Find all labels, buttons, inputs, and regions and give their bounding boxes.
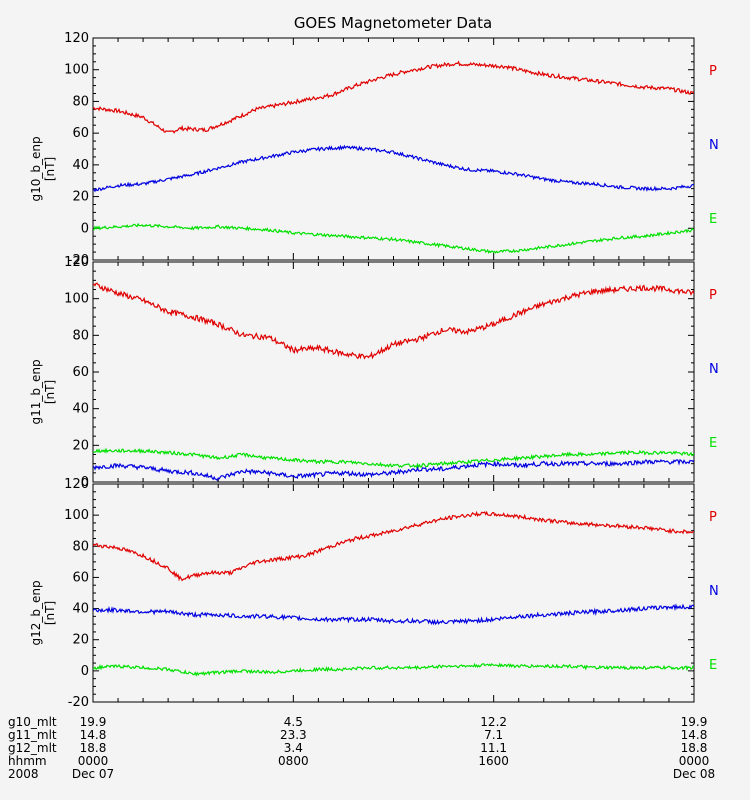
legend-label-n: N: [709, 138, 719, 153]
panel-3: -20 0 20 40 60 80 100 120 g12_b_enp [nT] P N E: [29, 477, 719, 710]
panel-unit: [nT]: [43, 157, 57, 181]
y-tick-label: 40: [72, 158, 89, 173]
y-tick-label: 120: [64, 255, 89, 270]
y-tick-label: 0: [81, 475, 89, 490]
y-tick-label: 40: [72, 402, 89, 417]
panel-ylabel: g11_b_enp: [29, 359, 43, 424]
y-tick-label: 20: [72, 633, 89, 648]
bottom-tick-value: Dec 07: [72, 767, 114, 781]
panel-ylabel: g10_b_enp: [29, 136, 43, 201]
panel-unit: [nT]: [43, 380, 57, 404]
bottom-tick-value: 0000: [78, 754, 109, 768]
legend-label-e: E: [709, 212, 717, 227]
series-line-e: [93, 447, 694, 469]
series-line-p: [93, 282, 694, 360]
legend-label-p: P: [709, 288, 717, 303]
bottom-tick-value: 7.1: [484, 728, 503, 742]
bottom-row-label: g10_mlt: [8, 715, 57, 729]
bottom-tick-value: 4.5: [284, 715, 303, 729]
bottom-tick-value: 11.1: [480, 741, 507, 755]
y-tick-label: 20: [72, 438, 89, 453]
y-tick-label: 120: [64, 31, 89, 46]
bottom-row-label: hhmm: [8, 754, 47, 768]
bottom-tick-value: 12.2: [480, 715, 507, 729]
bottom-tick-value: 19.9: [681, 715, 708, 729]
y-tick-label: 60: [72, 365, 89, 380]
y-tick-label: -20: [68, 695, 89, 710]
y-tick-label: 80: [72, 328, 89, 343]
bottom-axis-table: g10_mltg11_mltg12_mlthhmm200819.914.818.…: [8, 715, 715, 781]
series-line-p: [93, 510, 694, 582]
series-line-p: [93, 60, 694, 134]
y-tick-label: 100: [64, 63, 89, 78]
panel-2: 0 20 40 60 80 100 120 g11_b_enp [nT] P N E: [29, 255, 719, 490]
bottom-tick-value: 23.3: [280, 728, 307, 742]
legend-label-n: N: [709, 584, 719, 599]
bottom-tick-value: 0800: [278, 754, 309, 768]
legend-label-n: N: [709, 362, 719, 377]
bottom-tick-value: 18.8: [80, 741, 107, 755]
bottom-tick-value: 0000: [679, 754, 710, 768]
bottom-row-label: g11_mlt: [8, 728, 57, 742]
y-tick-label: 80: [72, 539, 89, 554]
y-tick-label: -20: [68, 253, 89, 268]
bottom-tick-value: 1600: [478, 754, 509, 768]
series-line-e: [93, 222, 694, 254]
bottom-tick-value: 14.8: [80, 728, 107, 742]
legend-label-e: E: [709, 658, 717, 673]
bottom-row-label: g12_mlt: [8, 741, 57, 755]
y-tick-label: 20: [72, 190, 89, 205]
y-tick-label: 100: [64, 292, 89, 307]
chart-title: GOES Magnetometer Data: [294, 14, 492, 32]
y-tick-label: 40: [72, 602, 89, 617]
legend-label-p: P: [709, 510, 717, 525]
series-line-e: [93, 662, 694, 677]
legend-label-p: P: [709, 64, 717, 79]
bottom-row-label: 2008: [8, 767, 39, 781]
legend-label-e: E: [709, 436, 717, 451]
series-line-n: [93, 603, 694, 626]
y-tick-label: 60: [72, 570, 89, 585]
bottom-tick-value: 14.8: [681, 728, 708, 742]
y-tick-label: 120: [64, 477, 89, 492]
panel-unit: [nT]: [43, 601, 57, 625]
bottom-tick-value: 19.9: [80, 715, 107, 729]
panel-1: -20 0 20 40 60 80 100 120 g10_b_enp [nT] P N E: [29, 31, 719, 268]
series-line-n: [93, 144, 694, 193]
y-tick-label: 100: [64, 508, 89, 523]
series-line-n: [93, 458, 694, 482]
bottom-tick-value: 3.4: [284, 741, 303, 755]
y-tick-label: 60: [72, 126, 89, 141]
bottom-tick-value: Dec 08: [673, 767, 715, 781]
panel-ylabel: g12_b_enp: [29, 580, 43, 645]
y-tick-label: 80: [72, 94, 89, 109]
bottom-tick-value: 18.8: [681, 741, 708, 755]
y-tick-label: 0: [81, 221, 89, 236]
y-tick-label: 0: [81, 664, 89, 679]
